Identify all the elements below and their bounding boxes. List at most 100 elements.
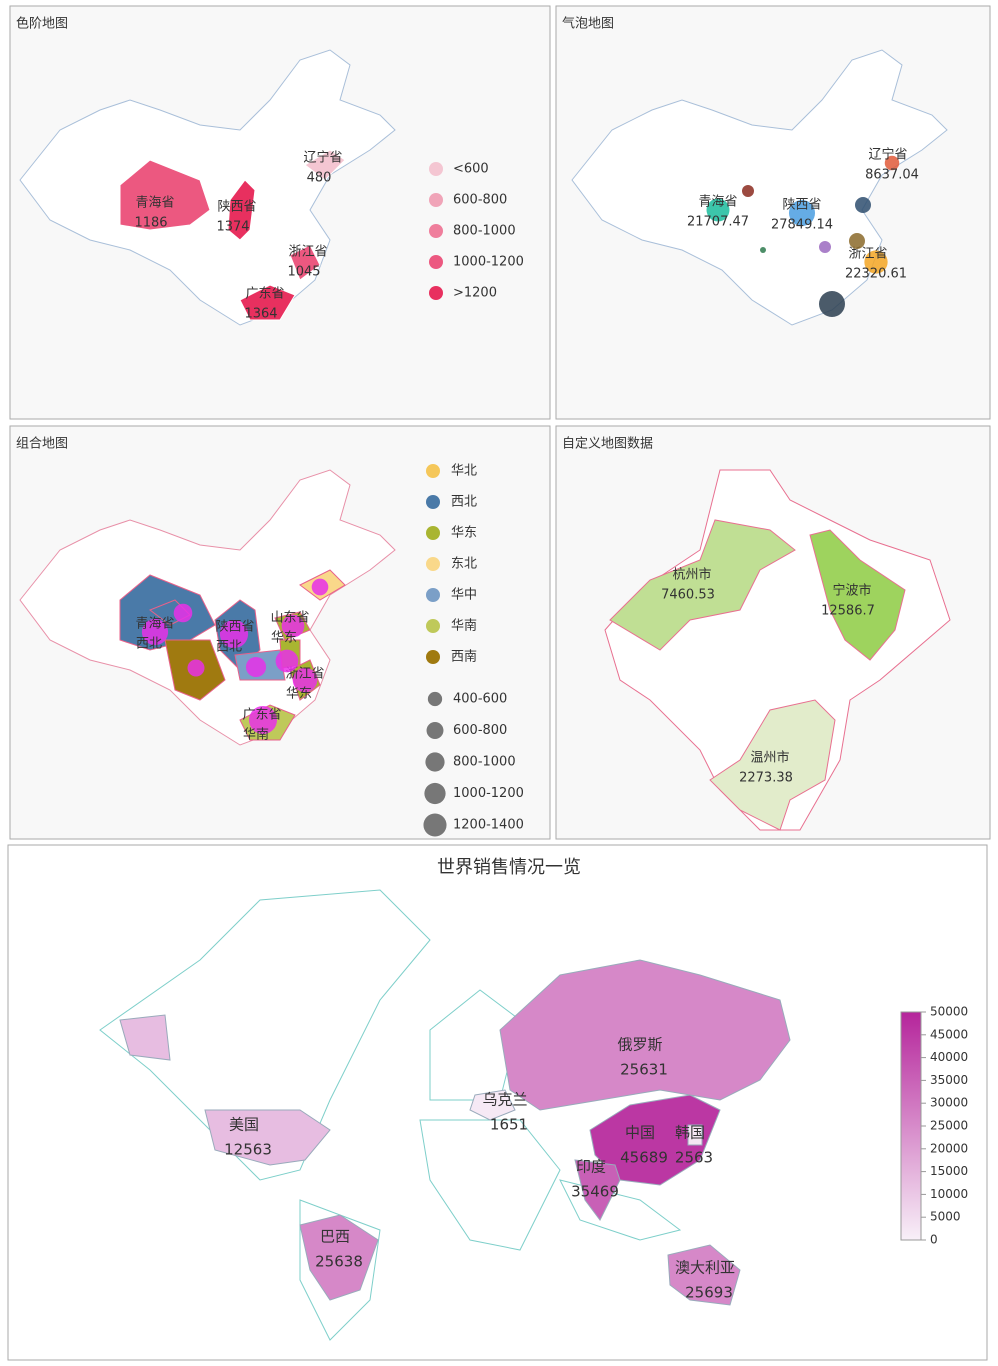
country-value: 1651 bbox=[490, 1116, 528, 1134]
panel-title: 气泡地图 bbox=[562, 16, 614, 32]
region-value: 12586.7 bbox=[821, 604, 875, 619]
tick-label: 15000 bbox=[930, 1164, 968, 1178]
panel-title: 组合地图 bbox=[16, 437, 68, 452]
bubble bbox=[788, 199, 816, 227]
country-outline bbox=[571, 49, 948, 326]
region-name: 陕西省 bbox=[215, 620, 254, 635]
region bbox=[119, 159, 211, 231]
tick-label: 45000 bbox=[930, 1027, 968, 1041]
bubble-value: 21707.47 bbox=[687, 215, 749, 230]
country-name: 美国 bbox=[229, 1116, 259, 1134]
region-group: 华南 bbox=[243, 727, 269, 743]
province-outline bbox=[604, 469, 951, 831]
country-name: 中国 bbox=[625, 1124, 655, 1142]
bubble bbox=[884, 155, 900, 171]
region-name: 广东省 bbox=[245, 287, 284, 302]
legend-swatch bbox=[429, 224, 443, 238]
region-value: 7460.53 bbox=[661, 588, 715, 603]
country bbox=[574, 1159, 621, 1221]
legend-swatch bbox=[426, 464, 440, 478]
region-name: 辽宁省 bbox=[303, 150, 342, 166]
bubble bbox=[248, 705, 278, 735]
country bbox=[687, 1124, 703, 1146]
tick-label: 5000 bbox=[930, 1210, 961, 1224]
region-name: 浙江省 bbox=[285, 667, 324, 682]
tick-label: 0 bbox=[930, 1233, 938, 1247]
region-name: 青海省 bbox=[135, 196, 174, 211]
region-name: 浙江省 bbox=[288, 245, 327, 260]
tick-label: 40000 bbox=[930, 1050, 968, 1064]
legend-swatch bbox=[429, 255, 443, 269]
region-name: 青海省 bbox=[135, 617, 174, 632]
region-value: 2273.38 bbox=[739, 771, 793, 786]
bubble-name: 青海省 bbox=[698, 195, 737, 210]
legend-size bbox=[424, 782, 446, 805]
region-value: 1186 bbox=[134, 216, 167, 231]
panel-title: 世界销售情况一览 bbox=[437, 857, 581, 878]
bubble bbox=[187, 659, 205, 677]
tick-label: 30000 bbox=[930, 1096, 968, 1110]
country-value: 12563 bbox=[224, 1141, 272, 1159]
bubble bbox=[818, 290, 846, 318]
bubble bbox=[292, 667, 318, 693]
bubble bbox=[742, 185, 754, 197]
country bbox=[469, 1089, 516, 1121]
legend-label: 800-1000 bbox=[453, 224, 516, 239]
bubble bbox=[864, 250, 888, 274]
legend-label: 600-800 bbox=[453, 193, 507, 208]
region bbox=[227, 179, 256, 241]
legend-label: 400-600 bbox=[453, 692, 507, 707]
tick-label: 25000 bbox=[930, 1119, 968, 1133]
region bbox=[304, 149, 346, 181]
legend-size bbox=[427, 691, 443, 707]
country-value: 35469 bbox=[571, 1183, 619, 1201]
legend-swatch bbox=[426, 526, 440, 540]
legend-label: 西南 bbox=[451, 649, 477, 665]
region bbox=[709, 699, 836, 831]
legend-label: 西北 bbox=[451, 495, 477, 510]
region-name: 宁波市 bbox=[832, 583, 871, 599]
legend-label: 华南 bbox=[451, 618, 477, 634]
region-name: 杭州市 bbox=[672, 567, 711, 583]
tick-label: 10000 bbox=[930, 1187, 968, 1201]
bubble-value: 22320.61 bbox=[845, 267, 907, 282]
legend-size bbox=[423, 813, 447, 837]
panel-title: 色阶地图 bbox=[16, 16, 68, 32]
bubble bbox=[760, 247, 766, 253]
legend-label: >1200 bbox=[453, 286, 497, 301]
legend-label: 华北 bbox=[451, 464, 477, 479]
bubble bbox=[281, 614, 305, 638]
legend-label: 600-800 bbox=[453, 723, 507, 738]
tick-label: 20000 bbox=[930, 1141, 968, 1155]
legend-swatch bbox=[429, 193, 443, 207]
region-group: 华东 bbox=[286, 687, 312, 702]
bubble bbox=[275, 649, 299, 673]
legend-swatch bbox=[426, 650, 440, 664]
country-value: 25693 bbox=[685, 1284, 733, 1302]
tick-label: 50000 bbox=[930, 1005, 968, 1019]
region-value: 1045 bbox=[287, 265, 320, 280]
legend-label: <600 bbox=[453, 162, 489, 177]
region-name: 山东省 bbox=[270, 611, 309, 626]
region bbox=[809, 529, 906, 661]
legend-swatch bbox=[426, 619, 440, 633]
region bbox=[289, 244, 321, 281]
country bbox=[667, 1244, 741, 1306]
bubble bbox=[173, 603, 193, 623]
country-name: 俄罗斯 bbox=[617, 1036, 662, 1054]
visual-map-bar bbox=[900, 1011, 922, 1241]
bubble bbox=[311, 578, 329, 596]
country bbox=[119, 1014, 171, 1061]
bubble bbox=[245, 656, 267, 678]
legend-label: 1000-1200 bbox=[453, 786, 524, 801]
bubble bbox=[855, 197, 871, 213]
country bbox=[204, 1109, 331, 1166]
legend-swatch bbox=[429, 162, 443, 176]
bubble bbox=[849, 233, 865, 249]
country-value: 25631 bbox=[620, 1061, 668, 1079]
bubble bbox=[219, 619, 249, 649]
country-name: 澳大利亚 bbox=[675, 1259, 735, 1277]
region-group: 西北 bbox=[136, 637, 162, 652]
region bbox=[609, 519, 796, 651]
